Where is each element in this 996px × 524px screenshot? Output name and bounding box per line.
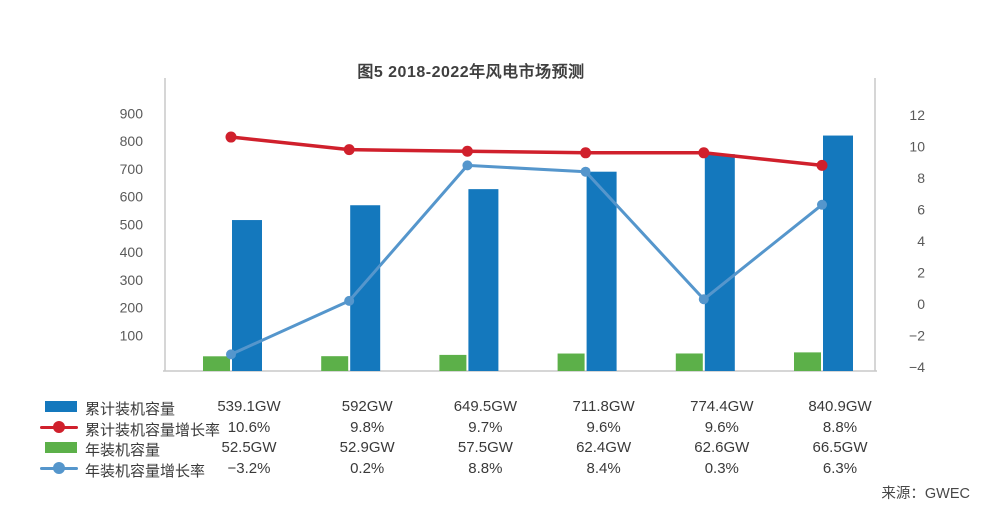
bar-annual-capacity — [439, 354, 467, 371]
value-cell: 711.8GW — [572, 398, 635, 415]
value-cell: 774.4GW — [690, 398, 754, 415]
line-cumulative-growth-point-marker — [816, 159, 828, 171]
line-annual-growth-point-marker — [580, 166, 591, 177]
right-axis-tick: 8 — [917, 170, 925, 186]
value-cell: 8.8% — [468, 459, 503, 477]
line-annual-growth — [230, 163, 823, 356]
right-axis-tick: −4 — [909, 359, 925, 375]
series-label: 年装机容量增长率 — [85, 462, 206, 480]
chart-title: 图5 2018-2022年风电市场预测 — [357, 64, 585, 81]
bar-cumulative-capacity — [350, 205, 381, 371]
left-axis-tick: 900 — [120, 105, 144, 121]
bar-annual-capacity — [203, 356, 230, 371]
value-cell: 0.3% — [704, 459, 739, 477]
value-cell: 52.5GW — [221, 439, 277, 456]
value-cell: −3.2% — [227, 459, 271, 477]
line-annual-growth-point-marker — [698, 294, 709, 305]
value-cell: 57.5GW — [457, 439, 513, 456]
value-cell: 539.1GW — [217, 398, 281, 415]
table-row: 累计装机容量 539.1GW 592GW 649.5GW 711.8GW 774.4GW 8… — [0, 396, 996, 418]
legend-bar-swatch — [45, 401, 77, 412]
line-cumulative-growth-point-marker — [343, 144, 355, 156]
left-axis-tick: 200 — [120, 300, 144, 316]
table-row: 年装机容量 52.5GW 52.9GW 57.5GW 62.4GW 62.6GW 66.5G… — [0, 437, 996, 459]
bar-annual-capacity — [794, 352, 821, 371]
value-cell: 62.4GW — [576, 439, 632, 456]
left-axis-tick: 700 — [120, 161, 144, 177]
bar-cumulative-capacity — [468, 189, 499, 371]
value-cell: 8.8% — [822, 418, 858, 436]
left-axis-tick: 800 — [120, 133, 144, 149]
value-cell: 649.5GW — [453, 398, 518, 415]
bar-annual-capacity — [675, 353, 703, 371]
left-axis-tick: 500 — [120, 216, 144, 232]
value-cell: 9.8% — [350, 418, 385, 436]
value-cell: 66.5GW — [812, 439, 868, 456]
right-axis-tick: 4 — [917, 233, 925, 249]
line-annual-growth-point-marker — [462, 160, 473, 171]
left-axis-tick: 300 — [120, 272, 144, 288]
line-annual-growth-point-marker — [817, 199, 827, 210]
bar-cumulative-capacity — [823, 135, 853, 371]
legend-bar-swatch — [45, 442, 77, 453]
table-row: 累计装机容量增长率 10.6% 9.8% 9.7% 9.6% 9.6% 8.8% — [0, 417, 996, 439]
value-cell: 62.6GW — [694, 439, 750, 456]
series-label: 累计装机容量增长率 — [85, 421, 221, 439]
value-cell: 840.9GW — [808, 398, 872, 415]
value-cell: 6.3% — [822, 459, 858, 477]
right-axis-tick: 10 — [909, 139, 925, 155]
legend-line-dot-icon — [53, 462, 65, 474]
value-cell: 8.4% — [586, 459, 621, 477]
bar-annual-capacity — [321, 356, 349, 371]
bar-cumulative-capacity — [704, 154, 735, 371]
right-axis-tick: 0 — [917, 296, 925, 312]
value-cell: 0.2% — [350, 459, 385, 477]
right-axis-tick: 6 — [917, 202, 925, 218]
line-cumulative-growth — [230, 135, 823, 168]
left-axis-tick: 600 — [120, 189, 144, 205]
source-label: 来源：GWEC — [881, 486, 970, 502]
bar-cumulative-capacity — [586, 171, 617, 371]
line-cumulative-growth-point-marker — [225, 131, 237, 143]
value-cell: 592GW — [341, 398, 393, 415]
value-cell: 9.6% — [704, 418, 739, 436]
value-cell: 9.7% — [468, 418, 503, 436]
series-label: 累计装机容量 — [85, 401, 176, 418]
series-label: 年装机容量 — [85, 442, 161, 459]
legend-line-dot-icon — [53, 421, 65, 433]
left-axis-tick: 100 — [120, 327, 144, 343]
bar-annual-capacity — [557, 353, 585, 371]
line-cumulative-growth-point-marker — [580, 147, 592, 159]
line-annual-growth-point-marker — [226, 349, 236, 360]
line-cumulative-growth-point-marker — [461, 145, 473, 157]
value-cell: 10.6% — [227, 418, 271, 436]
right-axis-tick: 12 — [909, 107, 925, 123]
line-cumulative-growth-point-marker — [698, 147, 710, 159]
table-row: 年装机容量增长率 −3.2% 0.2% 8.8% 8.4% 0.3% 6.3% — [0, 458, 996, 480]
right-axis-tick: −2 — [909, 328, 925, 344]
value-cell: 52.9GW — [339, 439, 395, 456]
line-annual-growth-point-marker — [344, 295, 355, 306]
value-cell: 9.6% — [586, 418, 621, 436]
left-axis-tick: 400 — [120, 244, 144, 260]
right-axis-tick: 2 — [917, 265, 925, 281]
